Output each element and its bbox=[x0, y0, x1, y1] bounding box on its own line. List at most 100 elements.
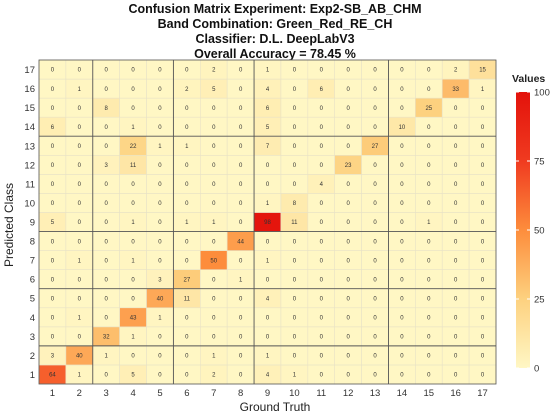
cell-value-label: 0 bbox=[51, 239, 55, 245]
cell-value-label: 0 bbox=[427, 144, 431, 150]
cell-value-label: 4 bbox=[266, 296, 270, 302]
cell-value-label: 0 bbox=[373, 201, 377, 207]
cell-value-label: 0 bbox=[427, 335, 431, 341]
x-tick-label: 13 bbox=[370, 388, 381, 399]
cell-value-label: 0 bbox=[481, 258, 485, 264]
cell-value-label: 1 bbox=[78, 315, 82, 321]
cell-value-label: 0 bbox=[400, 296, 404, 302]
cell-value-label: 0 bbox=[239, 335, 243, 341]
cell-value-label: 0 bbox=[212, 125, 216, 131]
cell-value-label: 0 bbox=[320, 106, 324, 112]
cell-value-label: 25 bbox=[425, 106, 432, 112]
cell-value-label: 1 bbox=[427, 220, 431, 226]
cell-value-label: 1 bbox=[293, 373, 297, 379]
cell-value-label: 0 bbox=[239, 87, 243, 93]
y-tick-label: 11 bbox=[25, 179, 35, 190]
y-tick-label: 5 bbox=[30, 294, 35, 305]
cell-value-label: 0 bbox=[239, 163, 243, 169]
cell-value-label: 0 bbox=[373, 220, 377, 226]
cell-value-label: 0 bbox=[78, 182, 82, 188]
cell-value-label: 0 bbox=[427, 258, 431, 264]
cell-value-label: 0 bbox=[373, 335, 377, 341]
cell-value-label: 0 bbox=[346, 144, 350, 150]
cell-value-label: 0 bbox=[346, 335, 350, 341]
cell-value-label: 0 bbox=[78, 201, 82, 207]
cell-value-label: 0 bbox=[212, 315, 216, 321]
y-tick-label: 6 bbox=[30, 275, 35, 286]
cell-value-label: 1 bbox=[185, 144, 189, 150]
cell-value-label: 0 bbox=[320, 296, 324, 302]
cell-value-label: 0 bbox=[454, 106, 458, 112]
cell-value-label: 0 bbox=[400, 87, 404, 93]
cell-value-label: 0 bbox=[78, 125, 82, 131]
colorbar-tick-label: 50 bbox=[534, 226, 545, 237]
cell-value-label: 11 bbox=[291, 220, 298, 226]
cell-value-label: 0 bbox=[212, 335, 216, 341]
cell-value-label: 0 bbox=[185, 163, 189, 169]
cell-value-label: 0 bbox=[320, 125, 324, 131]
cell-value-label: 43 bbox=[130, 315, 137, 321]
cell-value-label: 0 bbox=[105, 68, 109, 74]
colorbar-ticks: 0 25 50 75 100 bbox=[516, 88, 550, 375]
cell-value-label: 0 bbox=[454, 354, 458, 360]
cell-value-label: 0 bbox=[427, 354, 431, 360]
cell-value-label: 2 bbox=[212, 373, 216, 379]
y-tick-label: 14 bbox=[24, 122, 35, 133]
cell-value-label: 0 bbox=[346, 373, 350, 379]
y-tick-label: 4 bbox=[30, 313, 35, 324]
cell-value-label: 0 bbox=[51, 277, 55, 283]
cell-value-label: 0 bbox=[185, 106, 189, 112]
colorbar-legend: Values 0 25 50 75 100 bbox=[512, 73, 550, 375]
y-tick-label: 8 bbox=[30, 237, 35, 248]
cell-value-label: 0 bbox=[373, 182, 377, 188]
cell-value-label: 0 bbox=[78, 277, 82, 283]
x-tick-label: 12 bbox=[343, 388, 354, 399]
cell-value-label: 5 bbox=[212, 87, 216, 93]
cell-value-label: 0 bbox=[454, 315, 458, 321]
cell-value-label: 50 bbox=[210, 258, 217, 264]
cell-value-label: 0 bbox=[400, 335, 404, 341]
cell-value-label: 0 bbox=[320, 354, 324, 360]
cell-value-label: 0 bbox=[158, 354, 162, 360]
cell-value-label: 0 bbox=[346, 125, 350, 131]
cell-value-label: 0 bbox=[481, 373, 485, 379]
colorbar-tick-label: 100 bbox=[534, 88, 550, 99]
x-tick-labels: 1 2 3 4 5 6 7 8 9 10 11 12 13 14 15 16 17 bbox=[50, 388, 488, 399]
cell-value-label: 11 bbox=[184, 296, 191, 302]
cell-value-label: 0 bbox=[105, 182, 109, 188]
y-tick-label: 2 bbox=[30, 351, 35, 362]
cell-value-label: 0 bbox=[78, 335, 82, 341]
cell-value-label: 0 bbox=[212, 296, 216, 302]
cell-value-label: 0 bbox=[346, 68, 350, 74]
y-tick-label: 10 bbox=[24, 198, 35, 209]
cell-value-label: 0 bbox=[266, 163, 270, 169]
cell-value-label: 0 bbox=[481, 106, 485, 112]
cell-value-label: 0 bbox=[320, 163, 324, 169]
cell-value-label: 0 bbox=[185, 125, 189, 131]
cell-value-label: 0 bbox=[373, 163, 377, 169]
cell-value-label: 1 bbox=[266, 68, 270, 74]
cell-value-label: 0 bbox=[293, 125, 297, 131]
cell-value-label: 0 bbox=[454, 258, 458, 264]
cell-value-label: 0 bbox=[131, 87, 135, 93]
x-tick-label: 5 bbox=[157, 388, 162, 399]
x-tick-label: 3 bbox=[104, 388, 109, 399]
cell-value-label: 0 bbox=[185, 315, 189, 321]
cell-value-label: 0 bbox=[454, 201, 458, 207]
cell-value-label: 0 bbox=[239, 296, 243, 302]
cell-value-label: 1 bbox=[481, 87, 485, 93]
cell-value-label: 22 bbox=[130, 144, 137, 150]
cell-value-label: 0 bbox=[239, 125, 243, 131]
cell-value-label: 0 bbox=[78, 106, 82, 112]
colorbar-tick-label: 75 bbox=[534, 157, 545, 168]
x-tick-label: 10 bbox=[289, 388, 300, 399]
cell-value-label: 4 bbox=[320, 182, 324, 188]
cell-value-label: 0 bbox=[158, 239, 162, 245]
cell-value-label: 40 bbox=[157, 296, 164, 302]
x-tick-label: 11 bbox=[316, 388, 326, 399]
cell-value-label: 0 bbox=[158, 125, 162, 131]
cell-value-label: 0 bbox=[266, 315, 270, 321]
cell-value-label: 1 bbox=[131, 125, 135, 131]
cell-value-label: 0 bbox=[239, 373, 243, 379]
